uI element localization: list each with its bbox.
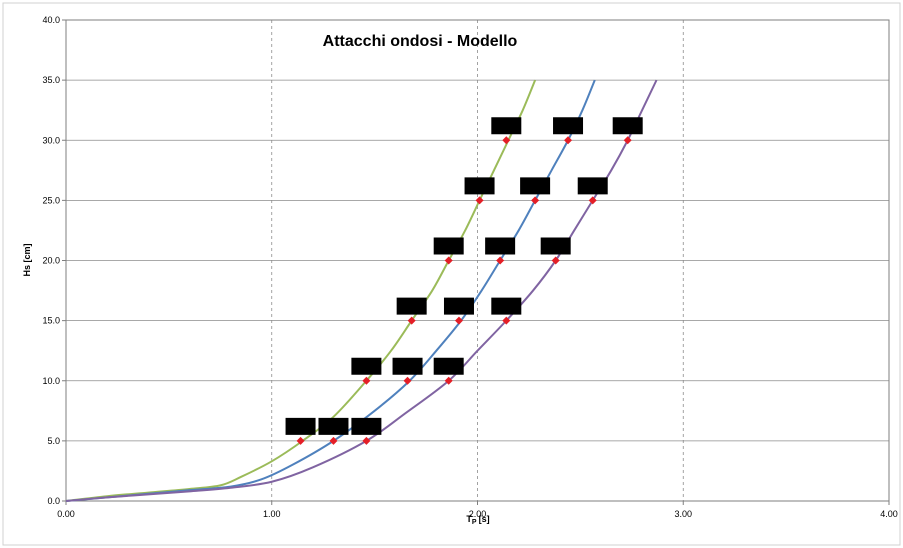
x-axis-label-unit: [s] (479, 514, 490, 524)
x-axis-label-sub: P (472, 519, 477, 526)
y-axis-label: Hs [cm] (22, 243, 32, 276)
data-label-box (396, 297, 427, 315)
data-point-marker (444, 256, 453, 265)
x-tick-label: 1.00 (263, 509, 281, 519)
data-point-marker (588, 196, 597, 205)
x-axis-label-main: T (466, 514, 472, 524)
data-label-box (351, 417, 382, 435)
data-point-marker (502, 316, 511, 325)
data-label-box (285, 417, 316, 435)
data-point-marker (362, 436, 371, 445)
data-point-marker (329, 436, 338, 445)
data-label-box (540, 237, 571, 255)
data-point-marker (407, 316, 416, 325)
series-line-2 (65, 79, 596, 502)
data-label-box (491, 297, 522, 315)
data-point-marker (551, 256, 560, 265)
data-point-marker (475, 196, 484, 205)
y-tick-label: 15.0 (42, 316, 60, 326)
data-label-box (553, 117, 584, 135)
chart-title: Attacchi ondosi - Modello (323, 33, 518, 50)
data-point-marker (564, 136, 573, 145)
data-label-box (392, 357, 423, 375)
data-point-marker (623, 136, 632, 145)
data-point-marker (502, 136, 511, 145)
data-label-box (318, 417, 349, 435)
x-tick-label: 2.00 (469, 509, 487, 519)
data-point-marker (296, 436, 305, 445)
data-label-box (433, 357, 464, 375)
series-line-3 (65, 79, 658, 502)
data-label-boxes (285, 117, 643, 435)
y-tick-label: 5.0 (47, 436, 60, 446)
y-tick-label: 10.0 (42, 376, 60, 386)
data-label-box (612, 117, 643, 135)
y-tick-label: 25.0 (42, 195, 60, 205)
data-label-box (433, 237, 464, 255)
y-tick-labels: 0.0 5.0 10.0 15.0 20.0 25.0 30.0 35.0 40.0 (42, 15, 66, 506)
x-tick-labels: 0.00 1.00 2.00 3.00 4.00 (57, 501, 898, 519)
data-point-marker (496, 256, 505, 265)
y-tick-label: 20.0 (42, 256, 60, 266)
x-tick-label: 0.00 (57, 509, 75, 519)
data-label-box (443, 297, 474, 315)
data-label-box (485, 237, 516, 255)
data-point-marker (362, 376, 371, 385)
x-tick-label: 4.00 (880, 509, 898, 519)
data-point-marker (403, 376, 412, 385)
data-label-box (351, 357, 382, 375)
x-tick-label: 3.00 (674, 509, 692, 519)
y-tick-label: 0.0 (47, 496, 60, 506)
markers (296, 136, 632, 445)
data-label-box (520, 177, 551, 195)
x-axis-label: TP [s] (466, 514, 489, 526)
data-point-marker (531, 196, 540, 205)
data-label-box (577, 177, 608, 195)
y-tick-label: 30.0 (42, 135, 60, 145)
y-tick-label: 35.0 (42, 75, 60, 85)
data-label-box (464, 177, 495, 195)
data-point-marker (454, 316, 463, 325)
data-point-marker (444, 376, 453, 385)
y-tick-label: 40.0 (42, 15, 60, 25)
data-label-box (491, 117, 522, 135)
